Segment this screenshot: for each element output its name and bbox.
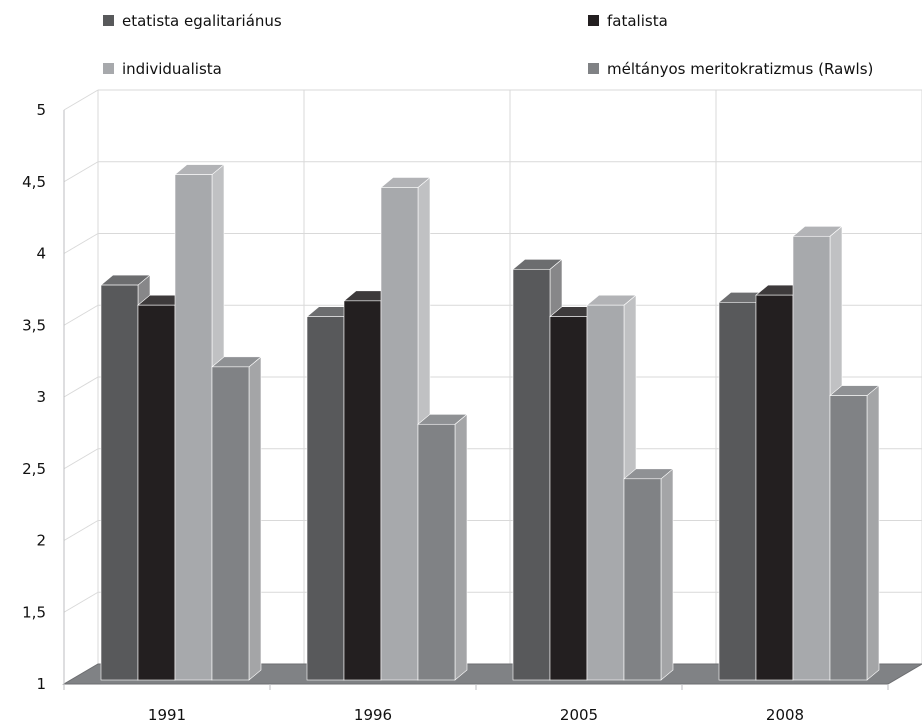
gridline-side — [64, 521, 98, 541]
bar-front — [212, 367, 249, 680]
bar-front — [418, 424, 455, 680]
legend-swatch — [103, 15, 114, 26]
legend: etatista egalitariánus fatalista individua… — [103, 12, 873, 78]
bar-front — [307, 317, 344, 680]
bar — [418, 414, 467, 680]
bar-front — [344, 301, 381, 680]
bar-front — [793, 236, 830, 680]
bar-side — [867, 386, 879, 680]
gridline-side — [64, 592, 98, 612]
gridline-side — [64, 90, 98, 110]
bar-front — [830, 396, 867, 680]
bars — [101, 165, 879, 680]
bar-front — [719, 302, 756, 680]
gridline-side — [64, 377, 98, 397]
bar-front — [756, 295, 793, 680]
gridline-side — [64, 162, 98, 182]
legend-label: individualista — [122, 60, 222, 78]
y-tick-label: 2 — [36, 532, 46, 550]
legend-label: méltányos meritokratizmus (Rawls) — [607, 60, 873, 78]
legend-swatch — [588, 63, 599, 74]
legend-swatch — [103, 63, 114, 74]
y-tick-label: 4,5 — [22, 173, 46, 191]
bar-front — [550, 317, 587, 680]
y-axis-labels: 1 1,5 2 2,5 3 3,5 4 4,5 5 — [22, 101, 46, 693]
y-tick-label: 3,5 — [22, 316, 46, 334]
x-tick-label: 1996 — [354, 706, 392, 724]
legend-swatch — [588, 15, 599, 26]
x-axis-labels: 1991 1996 2005 2008 — [148, 706, 804, 724]
bar-side — [455, 414, 467, 680]
x-tick-label: 2005 — [560, 706, 598, 724]
bar-front — [513, 269, 550, 680]
bar — [624, 469, 673, 680]
bar-front — [138, 305, 175, 680]
y-tick-label: 3 — [36, 388, 46, 406]
y-tick-label: 1,5 — [22, 603, 46, 621]
legend-label: fatalista — [607, 12, 668, 30]
bar-side — [249, 357, 261, 680]
y-tick-label: 4 — [36, 245, 46, 263]
bar — [212, 357, 261, 680]
gridline-side — [64, 449, 98, 469]
gridline-side — [64, 234, 98, 254]
y-tick-label: 5 — [36, 101, 46, 119]
x-tick-label: 1991 — [148, 706, 186, 724]
bar-front — [381, 187, 418, 680]
bar-front — [101, 285, 138, 680]
legend-label: etatista egalitariánus — [122, 12, 282, 30]
y-tick-label: 1 — [36, 675, 46, 693]
bar — [830, 386, 879, 680]
x-tick-label: 2008 — [766, 706, 804, 724]
bar-front — [175, 175, 212, 680]
bar-front — [587, 305, 624, 680]
bar-front — [624, 479, 661, 680]
gridline-side — [64, 305, 98, 325]
y-tick-label: 2,5 — [22, 460, 46, 478]
bar-side — [661, 469, 673, 680]
